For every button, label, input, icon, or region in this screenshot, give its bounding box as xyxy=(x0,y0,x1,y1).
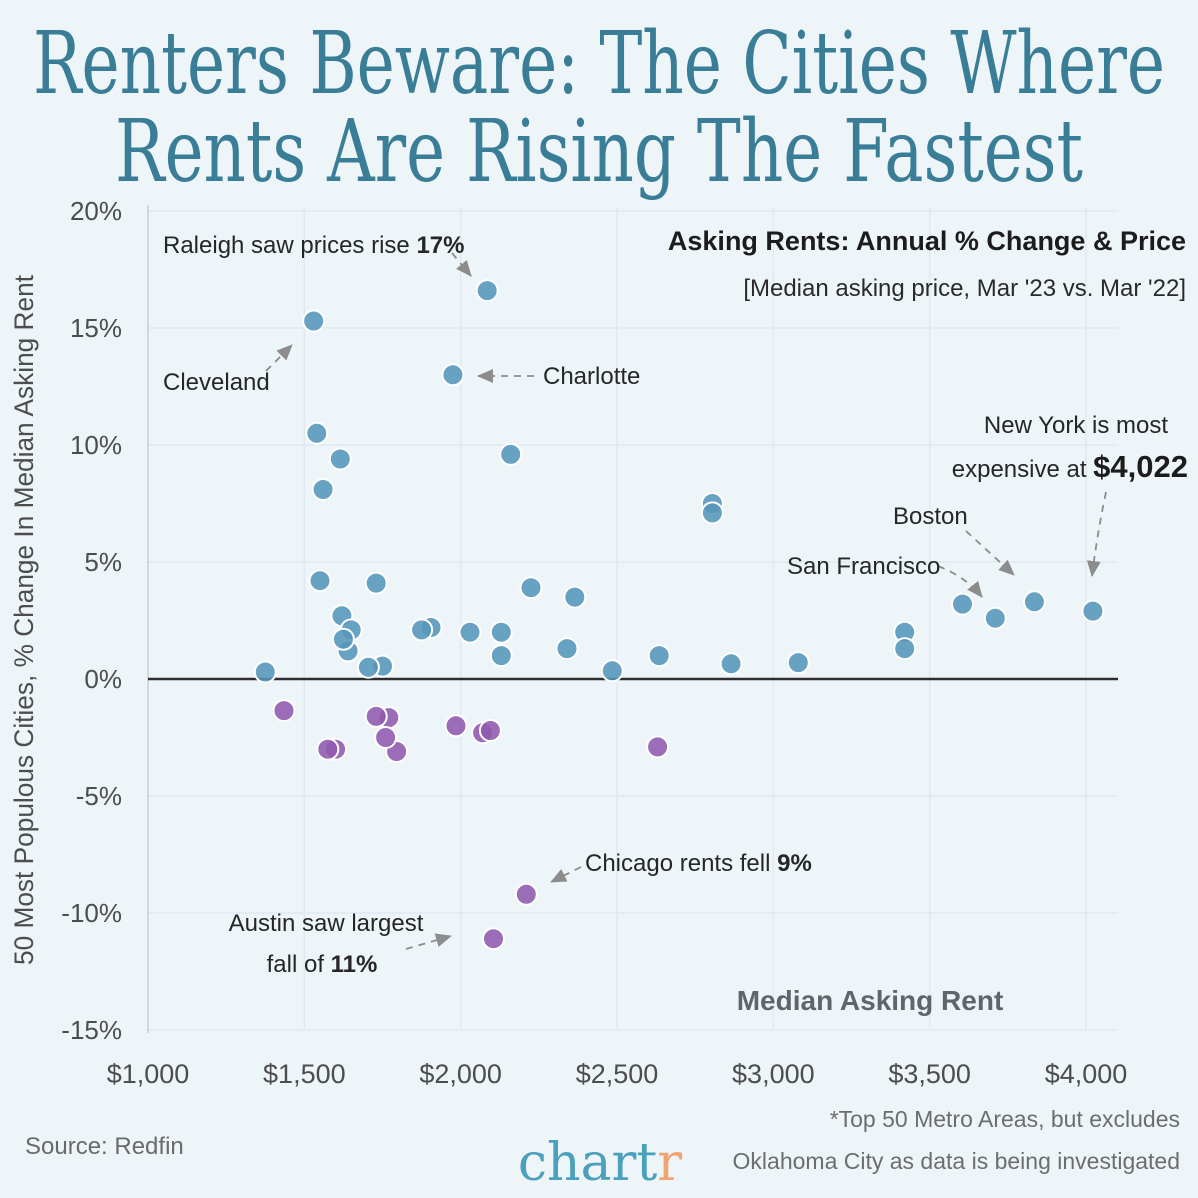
data-point xyxy=(364,571,388,595)
annotation-chicago: Chicago rents fell 9% xyxy=(585,850,812,877)
data-point xyxy=(364,704,388,728)
annotation-raleigh-text: Raleigh saw prices rise xyxy=(163,232,416,259)
axis-tick-labels: $1,000 $1,500 $2,000 $2,500 $3,000 $3,500 $4,0… xyxy=(61,196,1127,1089)
boston-arrow xyxy=(965,530,1015,576)
data-point xyxy=(356,655,380,679)
footnote-line2: Oklahoma City as data is being investiga… xyxy=(733,1148,1180,1174)
data-point xyxy=(489,644,513,668)
data-point-chicago xyxy=(514,882,538,906)
chicago-arrow xyxy=(550,866,582,883)
y-tick-label: -5% xyxy=(76,781,122,811)
data-point xyxy=(600,659,624,683)
chartr-logo-chart: chart xyxy=(518,1133,657,1193)
annotation-chicago-text: Chicago rents fell xyxy=(585,850,777,877)
data-point xyxy=(444,714,468,738)
data-point xyxy=(499,442,523,466)
data-point xyxy=(331,627,355,651)
x-tick-label: $1,500 xyxy=(263,1059,346,1089)
data-point-charlotte xyxy=(441,363,465,387)
x-tick-label: $3,500 xyxy=(888,1059,971,1089)
data-point xyxy=(489,620,513,644)
data-point xyxy=(555,637,579,661)
annotation-new-york-line2: expensive at $4,022 xyxy=(952,449,1188,484)
page-title-line1: Renters Beware: The Cities Where xyxy=(33,14,1165,114)
data-point-boston xyxy=(1022,590,1046,614)
annotation-austin-line2: fall of 11% xyxy=(267,951,378,978)
data-point xyxy=(253,660,277,684)
annotation-raleigh: Raleigh saw prices rise 17% xyxy=(163,232,464,259)
annotation-charlotte: Charlotte xyxy=(543,363,640,390)
y-tick-label: 15% xyxy=(70,313,122,343)
chartr-logo: chartr xyxy=(518,1133,682,1193)
y-tick-label: 20% xyxy=(70,196,122,226)
data-point xyxy=(719,652,743,676)
data-point-new-york xyxy=(1081,599,1105,623)
annotation-austin-value: 11% xyxy=(331,951,378,978)
y-axis-title: 50 Most Populous Cities, % Change In Med… xyxy=(9,275,39,965)
x-tick-label: $2,500 xyxy=(576,1059,659,1089)
data-point xyxy=(786,651,810,675)
data-point xyxy=(893,637,917,661)
data-point xyxy=(458,620,482,644)
annotation-cleveland: Cleveland xyxy=(163,369,270,396)
x-axis-title: Median Asking Rent xyxy=(737,985,1004,1016)
x-tick-label: $3,000 xyxy=(732,1059,815,1089)
chart-subtitle-detail: [Median asking price, Mar '23 vs. Mar '2… xyxy=(743,275,1186,302)
new-york-arrow xyxy=(1086,491,1107,577)
annotation-raleigh-value: 17% xyxy=(416,232,464,259)
data-point xyxy=(410,618,434,642)
data-point xyxy=(308,569,332,593)
scatter-points xyxy=(253,279,1105,951)
annotation-new-york-line1: New York is most xyxy=(984,412,1168,439)
data-point-austin xyxy=(482,927,505,951)
data-point xyxy=(563,585,587,609)
data-point xyxy=(951,592,974,616)
y-tick-label: 0% xyxy=(84,664,122,694)
y-tick-label: 5% xyxy=(84,547,122,577)
annotation-austin-line1: Austin saw largest xyxy=(229,910,424,937)
data-point xyxy=(519,576,543,600)
san-francisco-arrow xyxy=(937,565,983,598)
data-point xyxy=(316,737,340,761)
data-point xyxy=(305,421,329,445)
austin-arrow xyxy=(405,933,452,950)
annotation-new-york-price: $4,022 xyxy=(1093,449,1188,484)
data-point xyxy=(311,478,335,501)
data-point-san-francisco xyxy=(983,606,1007,630)
source-credit: Source: Redfin xyxy=(25,1133,184,1160)
data-point-cleveland xyxy=(302,309,326,333)
x-tick-label: $2,000 xyxy=(419,1059,502,1089)
annotation-austin-text: fall of xyxy=(267,951,331,978)
annotation-san-francisco: San Francisco xyxy=(787,553,940,580)
annotation-new-york-text: expensive at xyxy=(952,456,1093,483)
chartr-logo-r: r xyxy=(657,1133,682,1193)
annotation-boston: Boston xyxy=(893,503,968,530)
data-point xyxy=(328,447,352,471)
y-tick-label: -15% xyxy=(61,1015,122,1045)
data-point-raleigh xyxy=(475,279,499,303)
data-point xyxy=(272,699,296,723)
footnote-line1: *Top 50 Metro Areas, but excludes xyxy=(830,1106,1180,1132)
page-title-line2: Rents Are Rising The Fastest xyxy=(115,102,1083,202)
x-tick-label: $4,000 xyxy=(1045,1059,1128,1089)
data-point xyxy=(478,719,502,742)
data-point xyxy=(700,501,724,525)
chart-subtitle-heading: Asking Rents: Annual % Change & Price xyxy=(668,226,1186,256)
data-point xyxy=(374,726,398,749)
data-point xyxy=(647,644,671,668)
data-point xyxy=(646,735,670,759)
annotation-chicago-value: 9% xyxy=(777,850,812,877)
y-tick-label: 10% xyxy=(70,430,122,460)
cleveland-arrow xyxy=(265,344,293,372)
x-tick-label: $1,000 xyxy=(107,1059,190,1089)
raleigh-arrow xyxy=(451,252,472,277)
y-tick-label: -10% xyxy=(61,898,122,928)
